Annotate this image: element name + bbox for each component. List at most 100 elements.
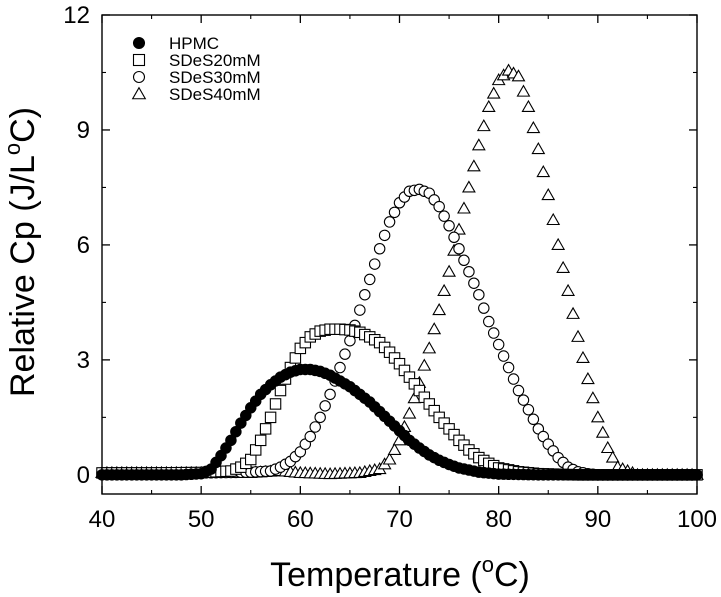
data-point bbox=[590, 410, 605, 423]
data-point bbox=[309, 421, 321, 433]
data-point bbox=[516, 84, 531, 97]
data-point bbox=[556, 260, 571, 273]
x-axis-title: Temperature (oC) bbox=[270, 552, 530, 594]
data-point bbox=[427, 322, 442, 335]
data-point bbox=[580, 371, 595, 385]
data-point bbox=[437, 283, 452, 296]
data-point bbox=[249, 444, 262, 456]
data-point bbox=[319, 400, 331, 412]
data-point bbox=[517, 394, 530, 406]
data-point bbox=[230, 425, 242, 438]
legend-label: SDeS40mM bbox=[169, 85, 261, 104]
series-SDeS40mM bbox=[95, 63, 704, 480]
data-point bbox=[526, 120, 541, 134]
data-point bbox=[324, 388, 336, 401]
data-point bbox=[482, 315, 495, 328]
data-point bbox=[511, 69, 526, 82]
x-tick-label: 100 bbox=[677, 506, 717, 533]
legend-label: HPMC bbox=[169, 34, 219, 53]
legend-marker bbox=[132, 36, 146, 50]
data-point bbox=[432, 302, 447, 316]
x-tick-label: 50 bbox=[188, 506, 215, 533]
data-point bbox=[269, 398, 282, 410]
data-point bbox=[264, 411, 277, 424]
y-tick-label: 12 bbox=[63, 2, 90, 29]
data-point bbox=[354, 304, 366, 316]
data-point bbox=[471, 138, 486, 151]
data-point bbox=[468, 277, 480, 289]
data-point bbox=[417, 358, 432, 371]
data-point bbox=[339, 348, 351, 360]
data-point bbox=[481, 99, 496, 113]
series-HPMC bbox=[96, 363, 703, 481]
data-point bbox=[387, 442, 402, 455]
data-point bbox=[274, 384, 287, 397]
legend-marker bbox=[131, 86, 147, 100]
data-point bbox=[245, 453, 257, 466]
data-point bbox=[473, 288, 485, 301]
data-point bbox=[486, 86, 501, 99]
data-point bbox=[527, 413, 540, 426]
data-point bbox=[521, 99, 536, 113]
data-point bbox=[453, 243, 465, 255]
y-axis-title: Relative Cp (J/LoC) bbox=[0, 107, 42, 397]
data-point bbox=[448, 231, 460, 244]
legend-marker bbox=[132, 53, 146, 67]
legend-label: SDeS20mM bbox=[169, 51, 261, 70]
data-point bbox=[461, 180, 476, 193]
data-point bbox=[443, 220, 455, 232]
data-point bbox=[463, 265, 475, 278]
data-point bbox=[478, 302, 490, 314]
data-point bbox=[561, 283, 576, 296]
data-point bbox=[497, 350, 510, 362]
data-point bbox=[383, 216, 396, 228]
data-point bbox=[368, 258, 381, 270]
data-point bbox=[541, 188, 556, 201]
axes: 40 50 60 70 80 90 100 0 3 6 9 12 bbox=[63, 2, 717, 533]
data-point bbox=[522, 403, 535, 416]
data-point bbox=[373, 243, 386, 255]
data-point bbox=[476, 119, 491, 132]
data-point bbox=[433, 200, 445, 213]
legend-item: SDeS40mM bbox=[131, 85, 261, 104]
data-point bbox=[334, 361, 346, 374]
legend-marker bbox=[132, 70, 146, 84]
data-point bbox=[225, 434, 237, 447]
data-point bbox=[378, 229, 391, 242]
legend-label: SDeS30mM bbox=[169, 68, 261, 87]
data-point bbox=[442, 264, 457, 277]
data-point bbox=[571, 329, 585, 342]
x-tick-label: 70 bbox=[386, 506, 413, 533]
data-point bbox=[388, 206, 401, 219]
data-point bbox=[314, 411, 326, 424]
data-point bbox=[507, 373, 520, 385]
data-point bbox=[531, 142, 546, 155]
data-point bbox=[566, 306, 580, 319]
data-point bbox=[458, 254, 470, 266]
data-point bbox=[457, 201, 471, 214]
data-point bbox=[289, 352, 302, 364]
data-point bbox=[452, 222, 466, 235]
data-point bbox=[259, 423, 272, 435]
data-point bbox=[487, 327, 500, 339]
data-point bbox=[407, 391, 422, 404]
legend-item: SDeS30mM bbox=[132, 68, 261, 87]
y-tick-label: 3 bbox=[77, 347, 90, 374]
data-point bbox=[595, 425, 610, 438]
data-point bbox=[466, 159, 481, 172]
data-point bbox=[382, 452, 397, 465]
data-point bbox=[438, 210, 450, 222]
legend-item: HPMC bbox=[132, 34, 219, 53]
y-axis-title-superscript: o bbox=[0, 143, 25, 155]
x-axis-title-superscript: o bbox=[482, 552, 494, 577]
x-tick-label: 90 bbox=[584, 506, 611, 533]
data-point bbox=[402, 406, 417, 419]
data-point bbox=[576, 350, 590, 363]
data-point bbox=[422, 341, 437, 354]
data-point bbox=[536, 165, 551, 178]
data-point bbox=[546, 212, 561, 226]
data-point bbox=[304, 430, 316, 443]
data-point bbox=[502, 361, 515, 374]
x-tick-label: 80 bbox=[485, 506, 512, 533]
